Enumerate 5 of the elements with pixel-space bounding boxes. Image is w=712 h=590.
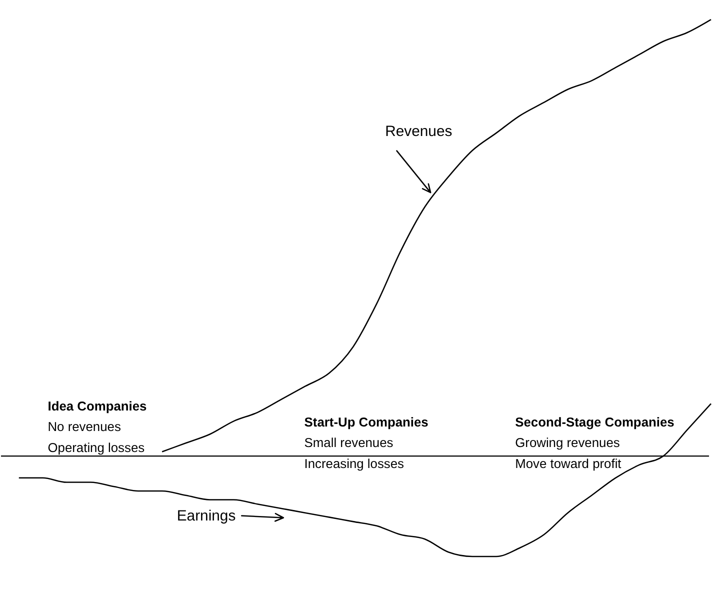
annotation: Second-Stage Companies Growing revenues Move toward profit [515, 414, 674, 472]
annotation: Idea Companies No revenues Operating losses [48, 398, 147, 456]
legend-label: Earnings [176, 508, 236, 525]
annotation: Start-Up Companies Small revenues Increasing losses [304, 414, 428, 472]
series-label: Revenues [385, 124, 452, 140]
